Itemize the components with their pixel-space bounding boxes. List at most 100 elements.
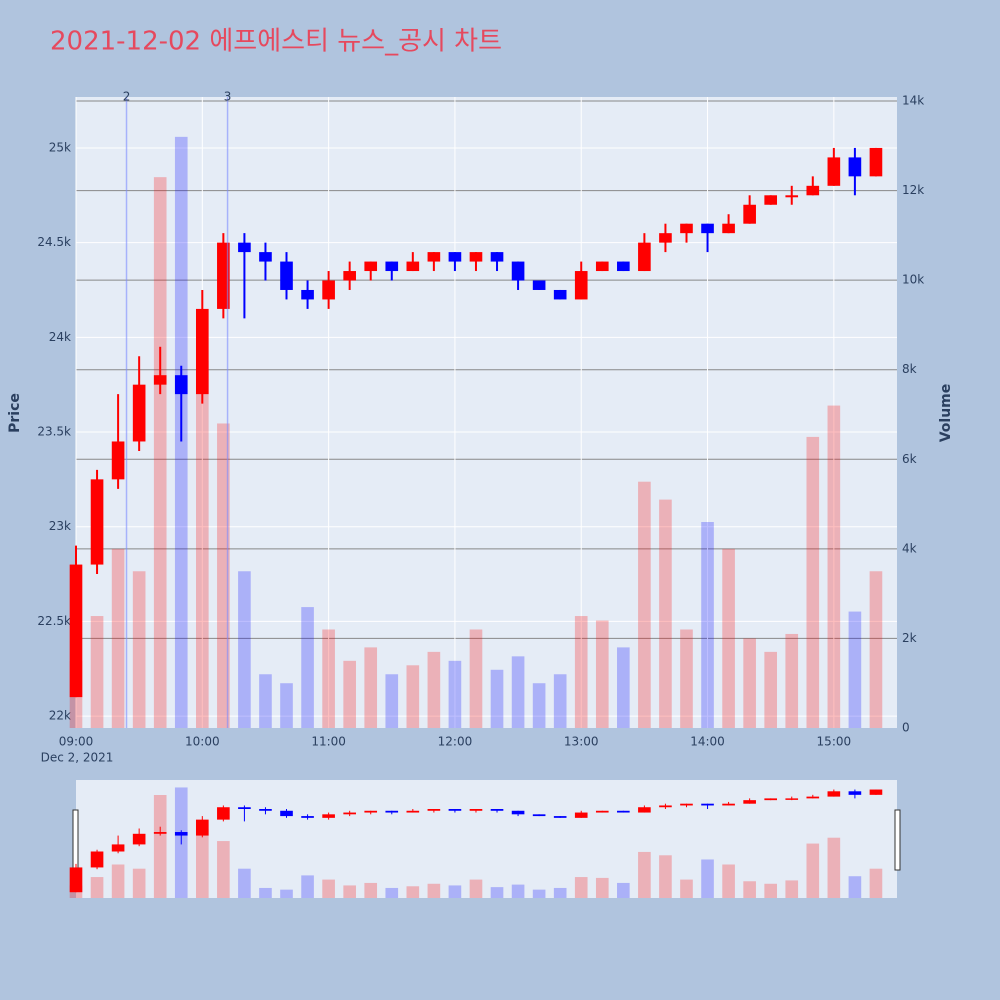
- candle-body: [238, 242, 251, 253]
- x-tick-label: 15:00: [817, 735, 852, 749]
- mini-volume-bar: [532, 889, 546, 898]
- mini-volume-bar: [806, 843, 820, 898]
- candle-body: [574, 271, 588, 300]
- y2-axis-title: Volume: [938, 384, 954, 443]
- mini-candle-body: [680, 803, 693, 806]
- y2-tick-label: 4k: [902, 541, 917, 555]
- candle-body: [406, 261, 420, 272]
- candle-body: [848, 157, 862, 177]
- mini-volume-bar: [848, 876, 862, 898]
- volume-bar: [743, 638, 756, 728]
- range-handle[interactable]: [894, 809, 901, 871]
- mini-volume-bar: [343, 885, 356, 898]
- y-tick-label: 23.5k: [37, 425, 71, 439]
- y-tick-label: 24k: [49, 330, 71, 344]
- mini-candle-body: [301, 816, 314, 818]
- x-tick-label: 13:00: [564, 735, 599, 749]
- candle-body: [259, 252, 272, 262]
- mini-volume-bar: [785, 880, 799, 898]
- candle-body: [90, 479, 104, 565]
- candle-body: [132, 384, 146, 442]
- mini-volume-bar: [553, 887, 567, 898]
- x-tick-label: 11:00: [311, 735, 346, 749]
- mini-volume-bar: [701, 859, 714, 898]
- mini-candle-body: [153, 832, 167, 834]
- mini-candle-body: [385, 810, 399, 813]
- y-tick-label: 23k: [49, 519, 71, 533]
- mini-volume-bar: [238, 868, 251, 898]
- candle-body: [427, 252, 441, 262]
- mini-volume-bar: [406, 886, 420, 898]
- mini-volume-bar: [280, 889, 293, 898]
- mini-volume-bar: [511, 884, 525, 898]
- candle-body: [617, 261, 630, 272]
- mini-candle-body: [469, 809, 483, 811]
- volume-bar: [785, 633, 799, 728]
- mini-volume-bar: [722, 864, 735, 898]
- mini-candle-body: [490, 809, 504, 811]
- volume-bar: [195, 360, 209, 728]
- candle-body: [69, 564, 83, 698]
- mini-volume-bar: [427, 883, 441, 898]
- mini-volume-bar: [132, 868, 146, 898]
- volume-bar: [322, 629, 335, 728]
- chart-title: 2021-12-02 에프에스티 뉴스_공시 차트: [50, 27, 502, 57]
- candle-body: [722, 223, 735, 234]
- candle-body: [869, 147, 883, 177]
- mini-volume-bar: [448, 885, 462, 898]
- y2-tick-label: 8k: [902, 362, 917, 376]
- x-sublabel: Dec 2, 2021: [41, 751, 114, 765]
- mini-candle-body: [869, 789, 883, 795]
- volume-bar: [90, 616, 104, 728]
- mini-volume-bar: [743, 881, 756, 898]
- y2-tick-label: 0: [902, 721, 910, 735]
- y-tick-label: 24.5k: [37, 235, 71, 249]
- volume-bar: [259, 674, 272, 728]
- mini-candle-body: [427, 809, 441, 811]
- mini-candle-body: [764, 798, 778, 801]
- candle-body: [764, 195, 778, 205]
- candle-body: [153, 375, 167, 385]
- y-axis-title: Price: [7, 393, 23, 433]
- y2-tick-label: 14k: [902, 94, 924, 108]
- candle-body: [595, 261, 609, 272]
- mini-candle-body: [659, 805, 672, 808]
- volume-bar: [701, 521, 714, 728]
- volume-bar: [532, 683, 546, 728]
- y2-tick-label: 6k: [902, 452, 917, 466]
- candle-body: [385, 261, 399, 272]
- mini-volume-bar: [111, 864, 125, 898]
- mini-volume-bar: [469, 879, 483, 898]
- volume-bar: [132, 571, 146, 728]
- mini-candle-body: [322, 814, 335, 818]
- volume-bar: [364, 647, 378, 728]
- mini-candle-body: [238, 807, 251, 810]
- volume-bar: [659, 499, 672, 728]
- candle-body: [511, 261, 525, 281]
- mini-candle-body: [532, 814, 546, 817]
- mini-volume-bar: [869, 868, 883, 898]
- y2-tick-label: 12k: [902, 183, 924, 197]
- mini-candle-body: [638, 807, 651, 813]
- range-slider[interactable]: [76, 780, 897, 898]
- candle-body: [701, 223, 714, 234]
- volume-bar: [827, 405, 841, 728]
- candle-body: [532, 280, 546, 290]
- volume-bar: [595, 620, 609, 728]
- y2-tick-label: 2k: [902, 631, 917, 645]
- candle-body: [301, 289, 314, 300]
- candle-body: [638, 242, 651, 272]
- range-handle[interactable]: [72, 809, 79, 871]
- volume-bar: [469, 629, 483, 728]
- volume-bar: [427, 651, 441, 728]
- mini-candle-body: [195, 819, 209, 836]
- volume-bar: [574, 616, 588, 728]
- y-tick-label: 22.5k: [37, 614, 71, 628]
- mini-volume-bar: [827, 837, 841, 898]
- mini-volume-bar: [680, 879, 693, 898]
- volume-bar: [722, 548, 735, 728]
- mini-candle-body: [111, 844, 125, 852]
- mini-candle-body: [595, 810, 609, 813]
- mini-volume-bar: [217, 841, 230, 898]
- volume-bar: [301, 607, 314, 728]
